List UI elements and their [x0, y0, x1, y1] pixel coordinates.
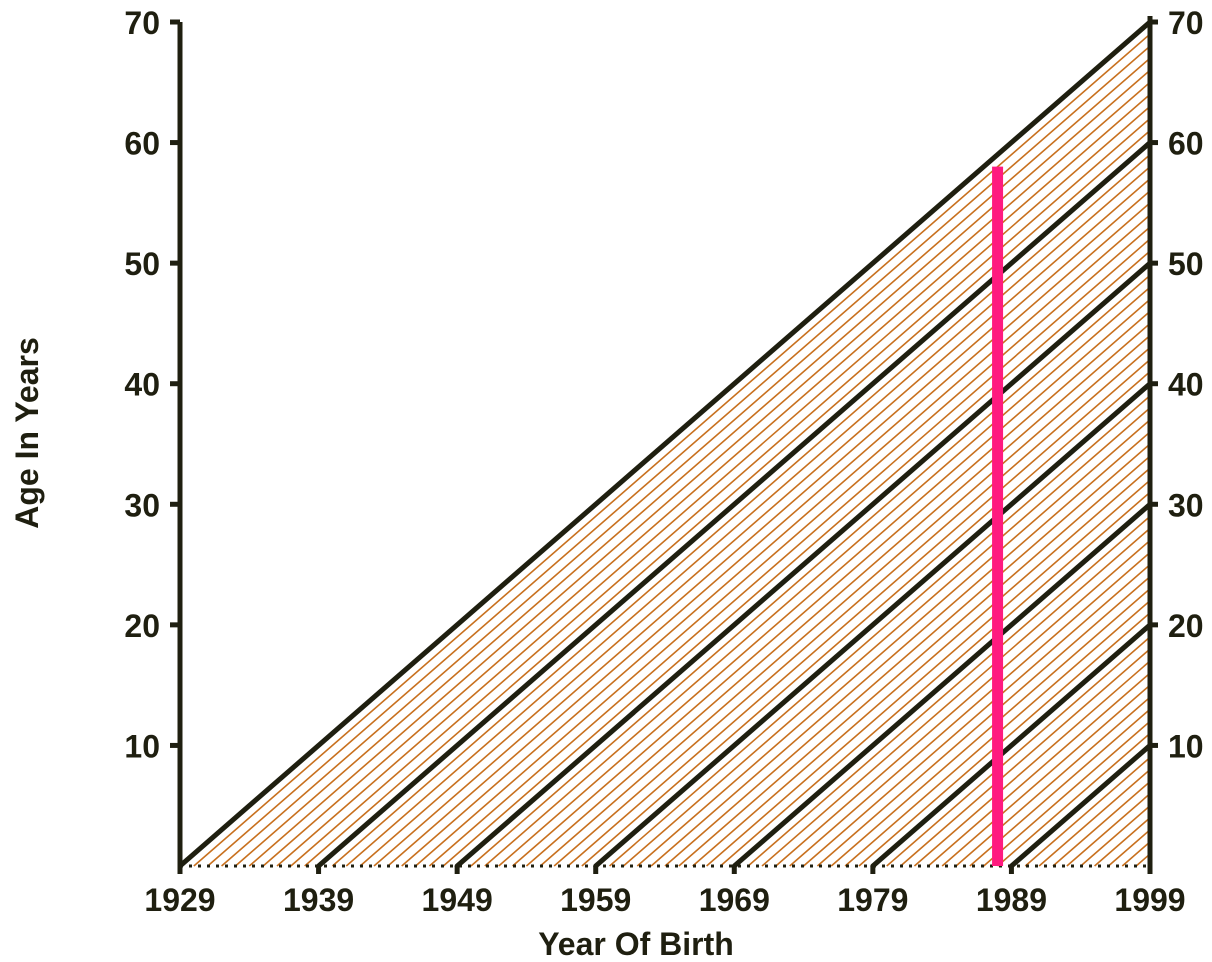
y-tick-label-left: 10 [124, 728, 160, 764]
x-tick-label: 1999 [1114, 882, 1185, 918]
hatch-line [1094, 817, 1151, 867]
hatch-line [484, 286, 1151, 867]
hatch-line [789, 551, 1151, 867]
hatch-line [442, 250, 1151, 867]
age-line [1008, 742, 1153, 869]
hatch-line [415, 226, 1151, 867]
hatch-line [927, 672, 1151, 867]
hatch-line [816, 576, 1151, 867]
hatch-line [1024, 756, 1151, 867]
hatch-line [387, 202, 1151, 867]
x-tick-label: 1939 [283, 882, 354, 918]
hatch-line [706, 479, 1151, 867]
hatch-line [331, 154, 1151, 867]
hatch-line [830, 588, 1151, 867]
hatch-line [498, 298, 1151, 867]
hatch-line [761, 527, 1151, 867]
hatch-line [567, 358, 1151, 867]
hatch-line [290, 117, 1151, 867]
y-tick-label-right: 20 [1168, 608, 1204, 644]
hatch-line [622, 407, 1151, 867]
age-line [593, 381, 1153, 869]
hatch-line [886, 636, 1151, 867]
x-axis-title: Year Of Birth [538, 926, 734, 962]
hatch-line [428, 238, 1151, 867]
hatch-line [1038, 768, 1151, 867]
x-tick-label: 1989 [976, 882, 1047, 918]
hatch-line [248, 81, 1151, 867]
hatch-line [304, 129, 1151, 867]
y-tick-label-right: 70 [1168, 5, 1204, 41]
axes [170, 16, 1158, 874]
y-tick-label-right: 50 [1168, 246, 1204, 282]
hatch-line [858, 612, 1151, 867]
hatch-line [1121, 841, 1151, 867]
y-tick-label-left: 70 [124, 5, 160, 41]
hatch-line [955, 696, 1151, 867]
hatch-line [373, 190, 1151, 867]
hatch-line [983, 720, 1151, 867]
y-tick-label-left: 60 [124, 126, 160, 162]
y-tick-label-right: 60 [1168, 126, 1204, 162]
hatch-line [719, 491, 1151, 867]
x-tick-label: 1959 [560, 882, 631, 918]
hatch-line [664, 443, 1151, 867]
hatch-line [747, 515, 1151, 867]
hatch-line [345, 166, 1151, 867]
y-axis-title: Age In Years [9, 337, 45, 529]
y-tick-label-left: 40 [124, 367, 160, 403]
age-line [177, 19, 1153, 869]
x-tick-label: 1929 [144, 882, 215, 918]
y-tick-label-right: 10 [1168, 728, 1204, 764]
hatch-line [1066, 793, 1151, 867]
hatch-line [775, 539, 1151, 867]
hatch-line [470, 274, 1151, 867]
hatch-line [581, 371, 1151, 867]
y-tick-label-left: 20 [124, 608, 160, 644]
hatch-line [262, 93, 1151, 867]
hatch-line [276, 105, 1151, 867]
hatch-line [193, 33, 1151, 867]
hatch-line [913, 660, 1151, 867]
y-tick-label-left: 30 [124, 487, 160, 523]
x-tick-label: 1979 [837, 882, 908, 918]
hatch-line [650, 431, 1151, 867]
age-line [454, 260, 1153, 869]
hatch-line [539, 334, 1151, 867]
hatch-line [941, 684, 1151, 867]
hatch-line [525, 322, 1151, 867]
y-tick-label-right: 30 [1168, 487, 1204, 523]
age-lines [177, 19, 1153, 869]
hatch-line [678, 455, 1151, 867]
hatch-line [359, 178, 1151, 867]
age-line [870, 622, 1153, 869]
hatch-line [1052, 780, 1151, 867]
hatch-line [401, 214, 1151, 867]
hatch-line [609, 395, 1151, 867]
hatch-line [553, 346, 1151, 867]
y-tick-label-left: 50 [124, 246, 160, 282]
hatch-line [803, 563, 1151, 867]
age-line [731, 501, 1153, 869]
hatch-line [692, 467, 1151, 867]
x-tick-label: 1949 [422, 882, 493, 918]
hatch-line [207, 45, 1151, 867]
hatch-line [636, 419, 1151, 867]
age-line [316, 140, 1153, 869]
y-tick-label-right: 40 [1168, 367, 1204, 403]
x-tick-label: 1969 [699, 882, 770, 918]
tick-labels: 10 10 20 20 30 30 40 40 50 50 60 60 70 70 1929 1939 1949… [124, 5, 1203, 918]
hatch-line [1107, 829, 1151, 867]
hatch-fill [193, 33, 1151, 867]
hatch-line [900, 648, 1151, 867]
hatch-line [1080, 805, 1151, 867]
hatch-line [997, 732, 1151, 867]
hatch-line [512, 310, 1151, 867]
